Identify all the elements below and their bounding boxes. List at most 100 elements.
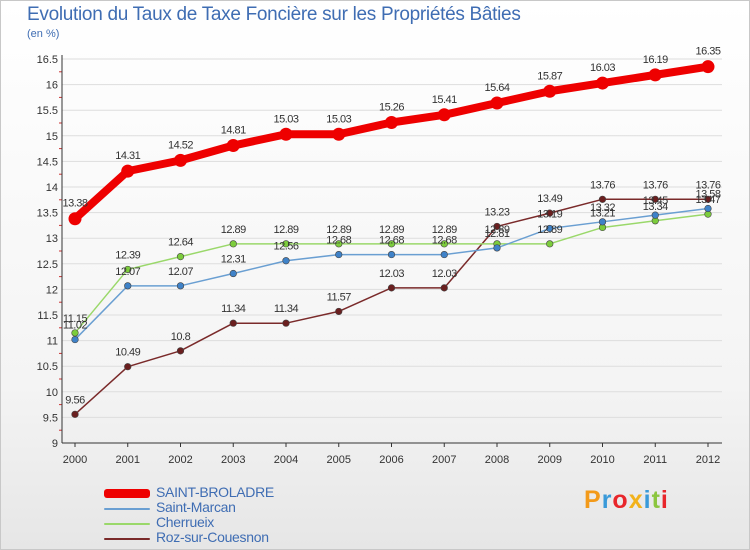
data-label: 13.38: [62, 198, 87, 210]
data-label: 10.8: [171, 331, 191, 343]
data-point: [704, 195, 712, 203]
data-label: 13.76: [643, 179, 668, 191]
data-point: [387, 250, 396, 259]
data-label: 12.56: [273, 241, 298, 253]
data-label: 12.89: [537, 224, 562, 236]
y-tick-label: 13.5: [37, 208, 58, 220]
logo-letter: P: [584, 486, 602, 514]
y-tick-label: 16.5: [37, 54, 58, 66]
data-label: 13.76: [695, 179, 720, 191]
data-point: [387, 284, 396, 292]
data-label: 15.87: [537, 70, 562, 82]
x-tick-label: 2011: [643, 454, 667, 466]
legend-swatch: [104, 489, 150, 498]
data-point: [229, 240, 237, 248]
data-point: [701, 60, 715, 74]
legend-label: Roz-sur-Couesnon: [156, 529, 269, 545]
logo-letter: t: [651, 486, 661, 514]
data-label: 13.32: [590, 202, 615, 214]
data-label: 13.34: [643, 201, 668, 213]
data-point: [335, 250, 343, 259]
data-label: 12.81: [484, 228, 509, 240]
y-tick-label: 9: [52, 438, 58, 450]
data-label: 12.03: [432, 268, 457, 280]
data-label: 13.45: [643, 195, 668, 207]
data-point: [282, 257, 290, 265]
data-label: 15.03: [273, 113, 298, 125]
y-tick-label: 10.5: [37, 361, 58, 373]
data-label: 12.89: [273, 224, 298, 236]
data-point: [176, 347, 185, 355]
data-point: [493, 222, 501, 231]
data-point: [229, 319, 237, 327]
y-tick-label: 14: [46, 182, 58, 194]
y-tick-label: 11: [47, 336, 58, 348]
x-tick-label: 2009: [538, 454, 562, 466]
data-label: 12.89: [484, 224, 509, 236]
data-point: [440, 250, 448, 259]
x-tick-label: 2006: [379, 454, 403, 466]
data-label: 12.89: [221, 224, 246, 236]
data-point: [332, 127, 346, 141]
chart-title: Evolution du Taux de Taxe Foncière sur l…: [27, 4, 521, 25]
y-tick-label: 9.5: [43, 412, 58, 424]
data-point: [124, 282, 132, 290]
data-point: [279, 127, 293, 141]
data-point: [229, 269, 237, 278]
data-label: 16.03: [590, 62, 615, 74]
x-tick-label: 2004: [274, 454, 298, 466]
data-point: [651, 195, 659, 203]
data-point: [68, 212, 82, 226]
logo-letter: r: [601, 486, 613, 514]
data-point: [543, 84, 557, 98]
legend-label: Cherrueix: [156, 514, 214, 530]
data-label: 13.19: [537, 208, 562, 220]
data-point: [437, 108, 451, 122]
logo-letter: o: [612, 486, 629, 514]
data-label: 11.15: [63, 313, 88, 325]
data-point: [124, 265, 132, 274]
legend-swatch: [104, 538, 150, 540]
data-point: [282, 319, 290, 327]
data-point: [440, 284, 448, 292]
data-point: [490, 96, 504, 110]
data-point: [596, 76, 609, 90]
data-point: [282, 240, 290, 248]
logo-letter: x: [628, 486, 644, 514]
data-label: 12.31: [221, 254, 246, 266]
y-tick-label: 15: [46, 131, 58, 143]
logo-letter: i: [660, 486, 669, 514]
y-tick-label: 11.5: [37, 310, 58, 322]
x-tick-label: 2002: [168, 454, 192, 466]
data-label: 14.81: [221, 125, 246, 137]
data-point: [124, 363, 132, 371]
data-label: 12.68: [379, 235, 404, 247]
data-point: [226, 139, 240, 153]
data-point: [176, 253, 185, 261]
data-label: 13.76: [590, 179, 615, 191]
data-label: 12.39: [115, 249, 140, 261]
data-point: [385, 115, 398, 129]
data-label: 9.56: [65, 394, 85, 406]
data-point: [546, 224, 554, 233]
data-label: 13.47: [695, 194, 720, 206]
data-label: 15.26: [379, 101, 404, 113]
data-label: 12.03: [379, 268, 404, 280]
data-label: 12.89: [379, 224, 404, 236]
data-label: 13.49: [537, 193, 562, 205]
legend-label: Saint-Marcan: [156, 499, 236, 515]
data-label: 11.34: [221, 303, 246, 315]
data-label: 12.89: [326, 224, 351, 236]
x-tick-label: 2012: [696, 454, 720, 466]
data-point: [176, 282, 185, 290]
x-tick-label: 2010: [590, 454, 614, 466]
data-label: 15.41: [432, 94, 457, 106]
data-label: 12.68: [432, 235, 457, 247]
data-label: 14.31: [115, 150, 140, 162]
data-label: 13.23: [484, 206, 509, 218]
y-tick-label: 12.5: [37, 259, 58, 271]
data-point: [71, 410, 79, 418]
data-point: [174, 153, 187, 167]
